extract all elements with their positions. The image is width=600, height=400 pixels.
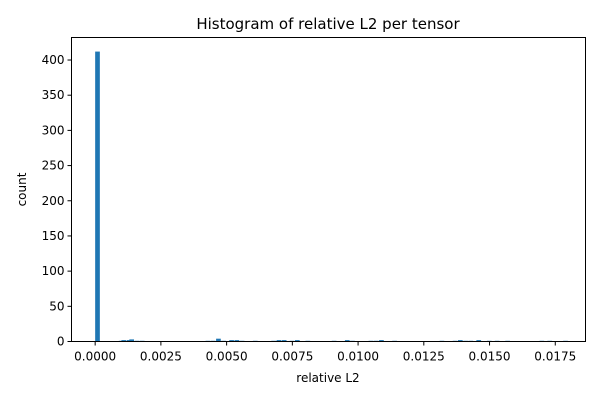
y-tick-label: 300: [42, 123, 65, 137]
y-tick-label: 350: [42, 88, 65, 102]
histogram-bar: [216, 338, 221, 342]
histogram-bar: [344, 340, 350, 342]
chart-title: Histogram of relative L2 per tensor: [196, 15, 460, 33]
y-tick-label: 50: [49, 299, 64, 313]
y-tick-label: 400: [42, 53, 65, 67]
x-tick-label: 0.0125: [403, 350, 445, 364]
plot-frame: [71, 37, 586, 342]
histogram-bar: [294, 340, 300, 342]
x-tick-label: 0.0025: [140, 350, 182, 364]
x-tick-label: 0.0150: [469, 350, 511, 364]
histogram-bar: [95, 51, 100, 342]
histogram-bar: [129, 339, 135, 342]
histogram-bar: [121, 340, 127, 342]
x-tick-label: 0.0100: [337, 350, 379, 364]
histogram-bar: [276, 340, 282, 342]
y-tick-label: 100: [42, 264, 65, 278]
x-tick-label: 0.0050: [206, 350, 248, 364]
y-tick-label: 200: [42, 194, 65, 208]
histogram-bar: [229, 340, 234, 342]
bars-group: [95, 51, 568, 342]
histogram-bar: [234, 340, 240, 342]
y-tick-label: 150: [42, 229, 65, 243]
histogram-bar: [281, 340, 287, 342]
x-axis-label: relative L2: [296, 371, 359, 385]
y-tick-label: 250: [42, 159, 65, 173]
x-tick-label: 0.0075: [271, 350, 313, 364]
histogram-bar: [476, 340, 482, 342]
x-axis-ticks: 0.0000 0.0025 0.0050 0.0075 0.0100 0.0125 0.01…: [74, 341, 576, 364]
histogram-bar: [379, 340, 384, 342]
y-tick-label: 0: [57, 335, 65, 349]
y-axis-ticks: 0 50 100 150 200 250 300 350 400: [42, 53, 72, 349]
histogram-bar: [457, 340, 463, 342]
y-axis-label: count: [15, 172, 29, 206]
x-tick-label: 0.0175: [534, 350, 576, 364]
x-tick-label: 0.0000: [74, 350, 116, 364]
histogram-bar: [126, 340, 132, 342]
